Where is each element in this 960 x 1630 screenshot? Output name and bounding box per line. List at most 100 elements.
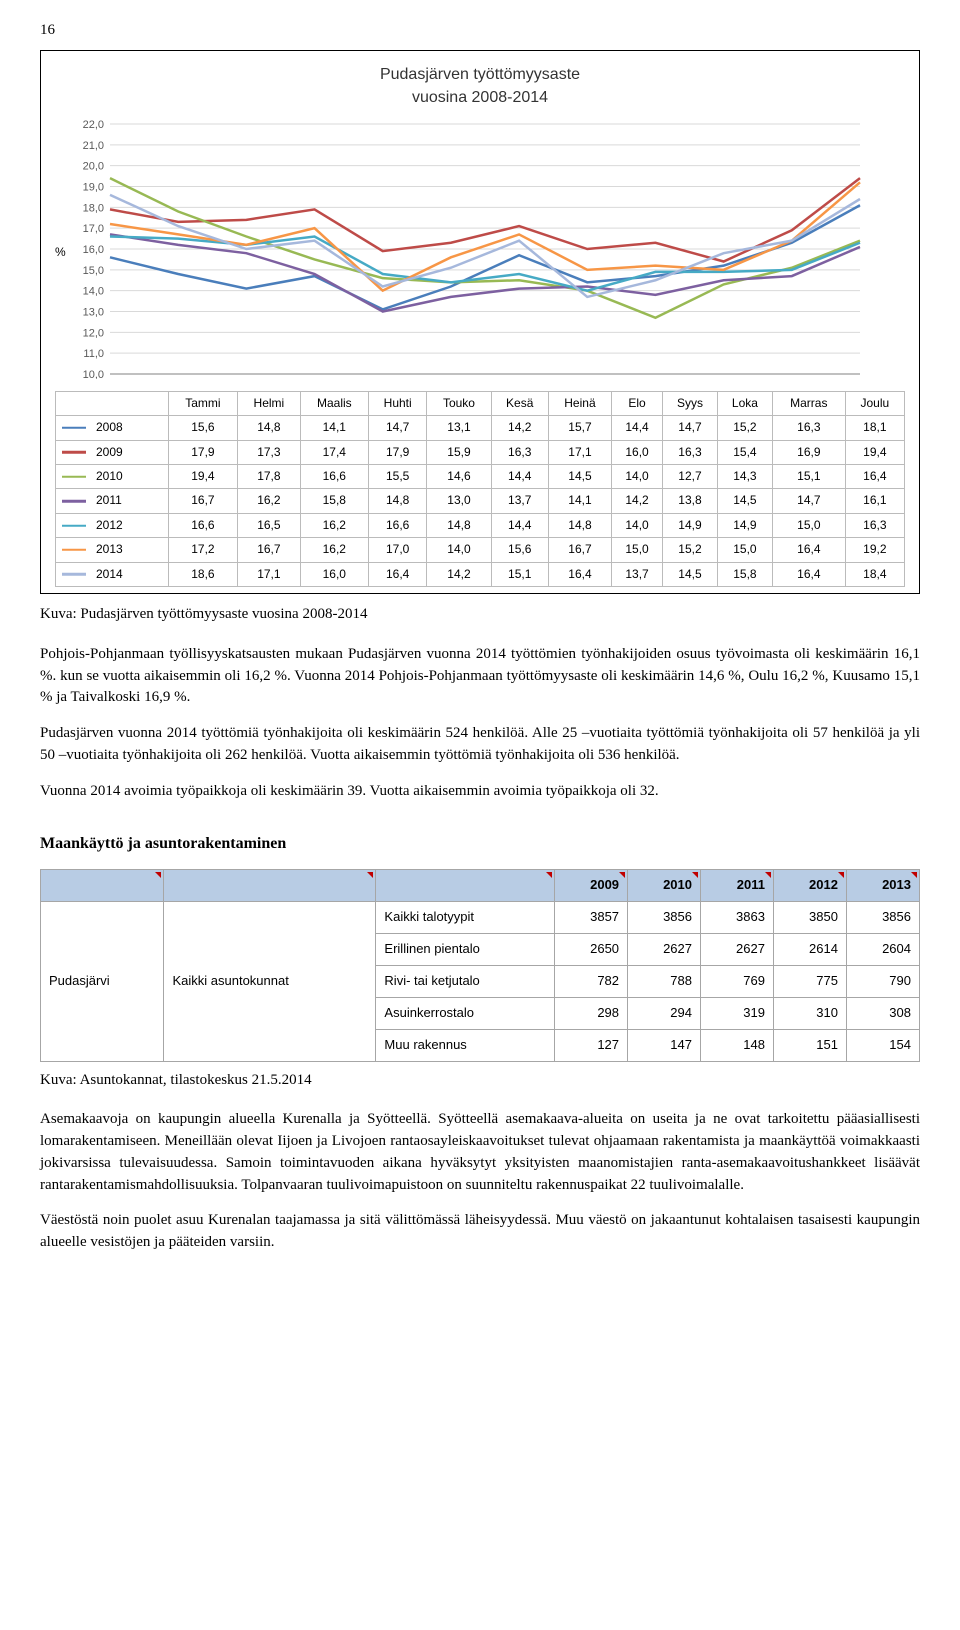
data-cell: 16,5 <box>238 513 300 537</box>
data-cell: 17,3 <box>238 440 300 464</box>
data-cell: 14,1 <box>300 416 369 440</box>
value-cell: 775 <box>773 965 846 997</box>
table-row: 201418,617,116,016,414,215,116,413,714,5… <box>56 562 905 586</box>
value-cell: 3863 <box>701 902 774 934</box>
legend-swatch <box>62 475 86 478</box>
data-cell: 17,8 <box>238 465 300 489</box>
month-header: Tammi <box>168 391 238 415</box>
data-cell: 14,8 <box>427 513 491 537</box>
data-cell: 13,8 <box>662 489 717 513</box>
table-row: 201216,616,516,216,614,814,414,814,014,9… <box>56 513 905 537</box>
data-cell: 13,7 <box>612 562 663 586</box>
filter-icon <box>155 872 161 878</box>
svg-text:13,0: 13,0 <box>82 307 103 319</box>
data-cell: 14,5 <box>662 562 717 586</box>
data-cell: 14,5 <box>548 465 611 489</box>
type-cell: Kaikki talotyypit <box>376 902 555 934</box>
corner-cell <box>41 870 164 902</box>
data-cell: 15,2 <box>717 416 772 440</box>
series-label: 2009 <box>56 440 169 464</box>
data-cell: 19,4 <box>845 440 904 464</box>
data-cell: 14,0 <box>612 513 663 537</box>
legend-swatch <box>62 427 86 430</box>
data-cell: 16,9 <box>772 440 845 464</box>
svg-text:11,0: 11,0 <box>83 348 104 360</box>
month-header: Heinä <box>548 391 611 415</box>
value-cell: 3857 <box>555 902 628 934</box>
data-cell: 16,2 <box>300 513 369 537</box>
month-header: Marras <box>772 391 845 415</box>
value-cell: 308 <box>846 997 919 1029</box>
paragraph-3: Vuonna 2014 avoimia työpaikkoja oli kesk… <box>40 781 920 803</box>
paragraph-4: Asemakaavoja on kaupungin alueella Kuren… <box>40 1109 920 1196</box>
value-cell: 782 <box>555 965 628 997</box>
value-cell: 3850 <box>773 902 846 934</box>
filter-icon <box>692 872 698 878</box>
data-cell: 16,2 <box>300 538 369 562</box>
housing-table: 20092010201120122013PudasjärviKaikki asu… <box>40 869 920 1061</box>
data-cell: 14,8 <box>548 513 611 537</box>
legend-swatch <box>62 500 86 503</box>
data-cell: 15,0 <box>772 513 845 537</box>
data-cell: 14,8 <box>238 416 300 440</box>
data-cell: 16,3 <box>491 440 548 464</box>
series-label: 2008 <box>56 416 169 440</box>
line-chart-svg: 10,011,012,013,014,015,016,017,018,019,0… <box>70 119 870 379</box>
data-cell: 15,1 <box>772 465 845 489</box>
data-cell: 14,8 <box>369 489 427 513</box>
value-cell: 147 <box>628 1029 701 1061</box>
value-cell: 127 <box>555 1029 628 1061</box>
line-chart-panel: Pudasjärven työttömyysaste vuosina 2008-… <box>40 50 920 594</box>
svg-text:14,0: 14,0 <box>82 286 103 298</box>
type-cell: Erillinen pientalo <box>376 934 555 966</box>
paragraph-1: Pohjois-Pohjanmaan työllisyyskatsausten … <box>40 644 920 709</box>
year-header: 2012 <box>773 870 846 902</box>
data-cell: 16,7 <box>238 538 300 562</box>
data-cell: 14,7 <box>772 489 845 513</box>
table-row: 200815,614,814,114,713,114,215,714,414,7… <box>56 416 905 440</box>
data-cell: 15,8 <box>717 562 772 586</box>
data-cell: 15,7 <box>548 416 611 440</box>
type-cell: Rivi- tai ketjutalo <box>376 965 555 997</box>
data-cell: 15,9 <box>427 440 491 464</box>
filter-icon <box>911 872 917 878</box>
data-cell: 14,0 <box>427 538 491 562</box>
group-cell: Kaikki asuntokunnat <box>164 902 376 1061</box>
svg-text:10,0: 10,0 <box>82 369 103 379</box>
data-cell: 16,4 <box>772 538 845 562</box>
data-cell: 16,2 <box>238 489 300 513</box>
value-cell: 310 <box>773 997 846 1029</box>
value-cell: 2627 <box>628 934 701 966</box>
data-cell: 16,6 <box>369 513 427 537</box>
data-cell: 14,0 <box>612 465 663 489</box>
filter-icon <box>367 872 373 878</box>
data-cell: 16,4 <box>548 562 611 586</box>
data-cell: 13,0 <box>427 489 491 513</box>
value-cell: 148 <box>701 1029 774 1061</box>
svg-text:20,0: 20,0 <box>82 161 103 173</box>
data-cell: 15,6 <box>491 538 548 562</box>
svg-text:22,0: 22,0 <box>82 119 103 131</box>
data-cell: 19,2 <box>845 538 904 562</box>
value-cell: 3856 <box>628 902 701 934</box>
series-label: 2014 <box>56 562 169 586</box>
value-cell: 788 <box>628 965 701 997</box>
data-cell: 16,4 <box>772 562 845 586</box>
data-cell: 14,4 <box>612 416 663 440</box>
data-cell: 13,7 <box>491 489 548 513</box>
chart-title-line1: Pudasjärven työttömyysaste <box>380 66 580 83</box>
data-cell: 15,4 <box>717 440 772 464</box>
month-header: Helmi <box>238 391 300 415</box>
month-header: Elo <box>612 391 663 415</box>
chart-title-line2: vuosina 2008-2014 <box>412 89 548 106</box>
data-cell: 18,1 <box>845 416 904 440</box>
data-cell: 15,5 <box>369 465 427 489</box>
data-cell: 16,6 <box>300 465 369 489</box>
chart-caption: Kuva: Pudasjärven työttömyysaste vuosina… <box>40 604 920 626</box>
data-cell: 15,6 <box>168 416 238 440</box>
filter-icon <box>765 872 771 878</box>
data-cell: 17,2 <box>168 538 238 562</box>
series-label: 2013 <box>56 538 169 562</box>
value-cell: 151 <box>773 1029 846 1061</box>
legend-swatch <box>62 451 86 454</box>
